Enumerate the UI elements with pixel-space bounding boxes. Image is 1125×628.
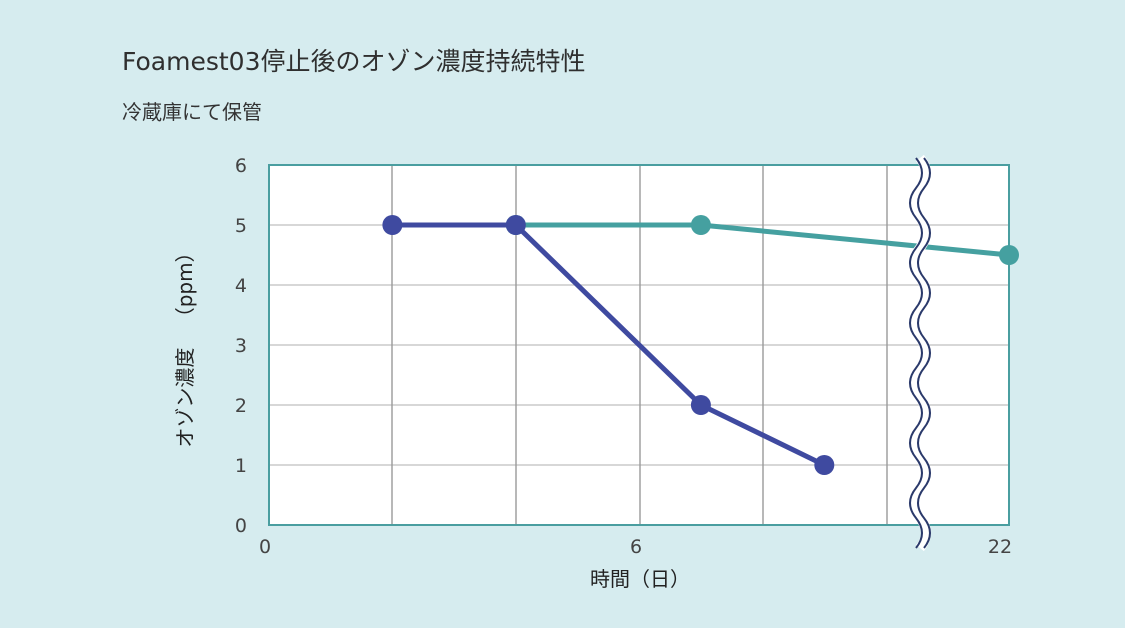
y-axis-title: オゾン濃度 （ppm） <box>173 242 197 447</box>
axis-break-line-left <box>909 157 923 549</box>
series-point-1 <box>690 395 711 415</box>
series-point-0 <box>999 245 1019 265</box>
chart-subtitle: 冷蔵庫にて保管 <box>122 100 262 124</box>
y-axis-title-main: オゾン濃度 <box>173 348 197 448</box>
x-tick-label: 0 <box>259 536 271 558</box>
y-tick-label: 2 <box>235 395 247 417</box>
series-point-1 <box>814 455 835 475</box>
series-point-1 <box>382 215 403 235</box>
series-point-1 <box>505 215 526 235</box>
x-tick-label: 6 <box>630 536 642 558</box>
y-tick-label: 3 <box>235 335 247 357</box>
chart-title: Foamest03停止後のオゾン濃度持続特性 <box>122 47 586 76</box>
plot-frame <box>268 164 1010 526</box>
series-point-0 <box>690 215 711 235</box>
x-axis-title: 時間（日） <box>590 567 690 591</box>
y-axis-title-unit: （ppm） <box>173 242 197 327</box>
x-tick-label: 22 <box>988 536 1012 558</box>
y-tick-label: 1 <box>235 455 247 477</box>
y-tick-label: 5 <box>235 215 247 237</box>
axis-break-gap <box>909 154 931 552</box>
series-line-1 <box>392 222 826 468</box>
y-tick-label: 4 <box>235 275 247 297</box>
y-tick-label: 6 <box>235 155 247 177</box>
axis-break-line-right <box>917 157 931 549</box>
svg-text:オゾン濃度 （ppm）: オゾン濃度 （ppm） <box>173 242 197 447</box>
y-tick-label: 0 <box>235 515 247 537</box>
